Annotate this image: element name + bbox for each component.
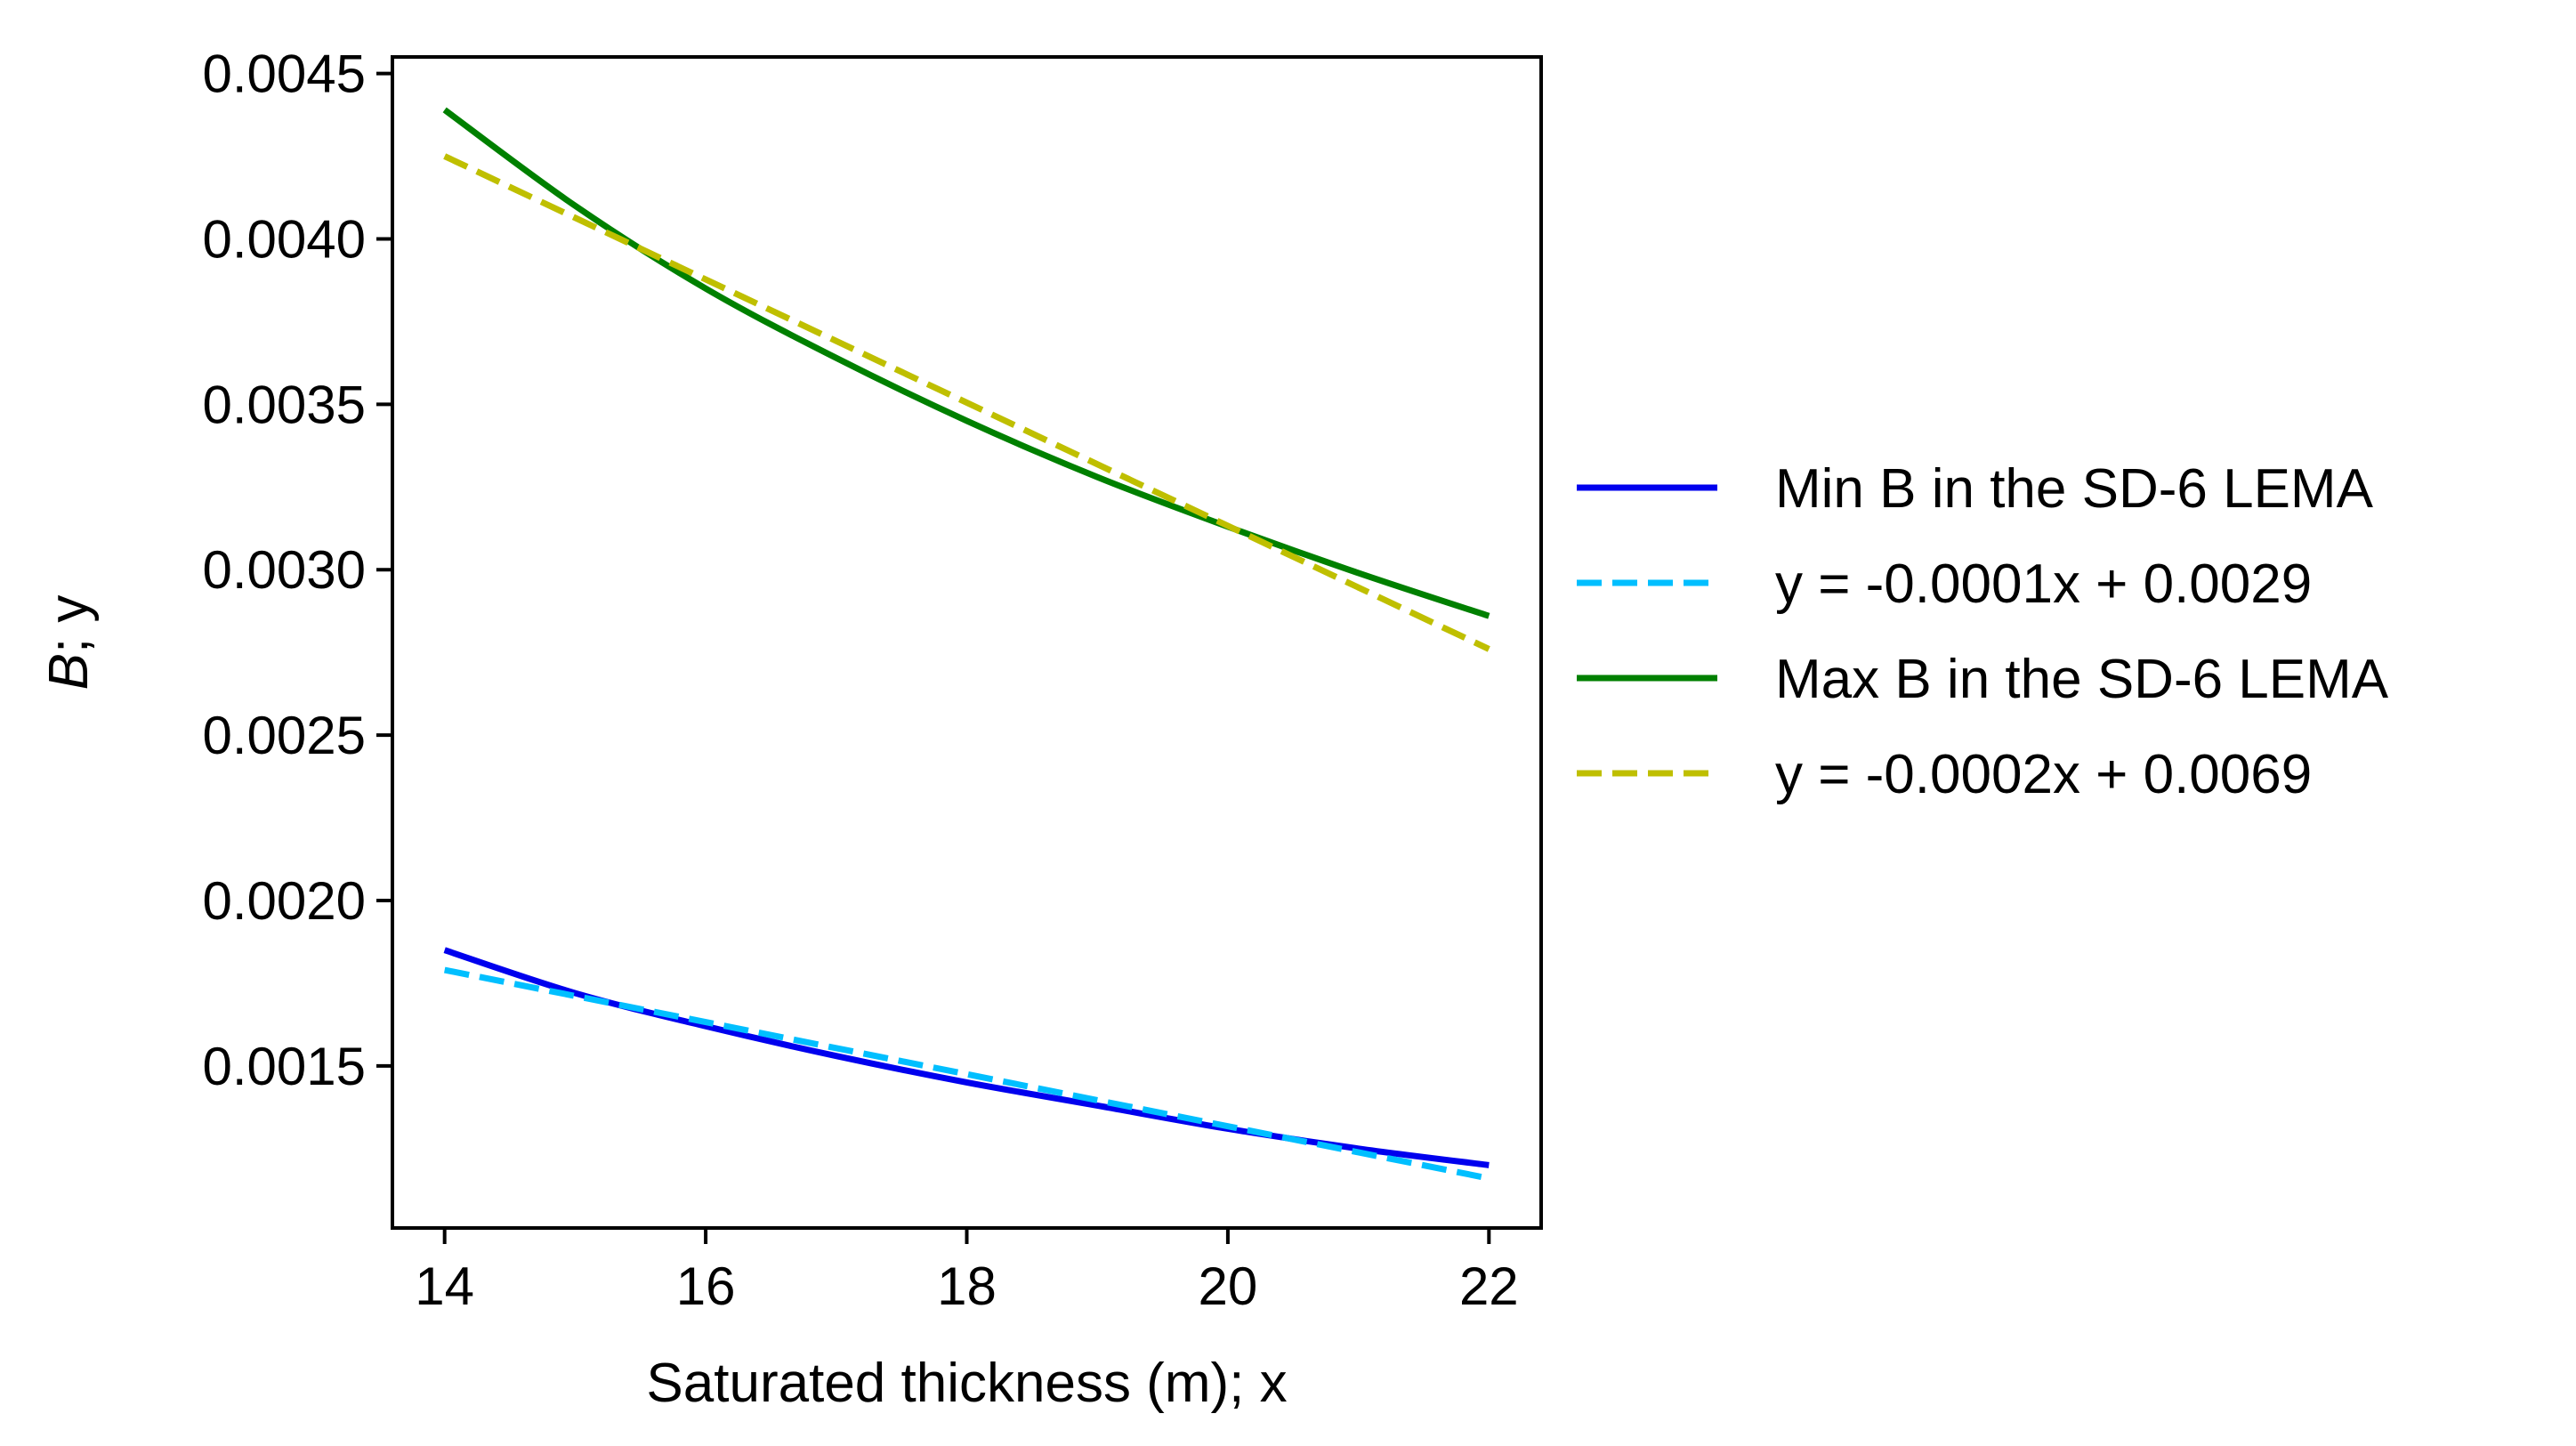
series-line-3 [442,107,1490,619]
plot-lines [442,107,1490,1182]
x-tick-label: 20 [1199,1256,1258,1316]
y-tick-label: 0.0015 [202,1037,366,1096]
legend-label-4: y = -0.0002x + 0.0069 [1775,744,2312,805]
plot-frame [391,55,1543,1230]
series-line-4 [443,153,1490,652]
y-axis-label: B; y [38,595,100,691]
legend: Min B in the SD-6 LEMA y = -0.0001x + 0.0… [1577,458,2389,805]
x-tick-label: 18 [937,1256,997,1316]
y-tick-label: 0.0045 [202,44,366,104]
y-axis: 0.0015 0.0020 0.0025 0.0030 0.0035 0.0040 0.00… [202,44,392,1096]
y-axis-label-rest: ; y [38,595,100,653]
x-axis: 14 16 18 20 22 [415,1228,1519,1316]
x-tick-label: 14 [415,1256,474,1316]
y-tick-label: 0.0025 [202,706,366,765]
y-tick-label: 0.0020 [202,871,366,931]
y-tick-label: 0.0035 [202,375,366,434]
y-tick-label: 0.0030 [202,540,366,600]
y-axis-label-italic: B [38,653,100,690]
legend-label-2: y = -0.0001x + 0.0029 [1775,553,2312,615]
legend-label-3: Max B in the SD-6 LEMA [1775,649,2389,710]
y-tick-label: 0.0040 [202,209,366,269]
series-line-2 [443,966,1490,1182]
x-tick-label: 22 [1459,1256,1519,1316]
legend-label-1: Min B in the SD-6 LEMA [1775,458,2374,520]
x-tick-label: 16 [676,1256,736,1316]
series-line-1 [443,947,1490,1168]
x-axis-label: Saturated thickness (m); x [646,1353,1287,1414]
